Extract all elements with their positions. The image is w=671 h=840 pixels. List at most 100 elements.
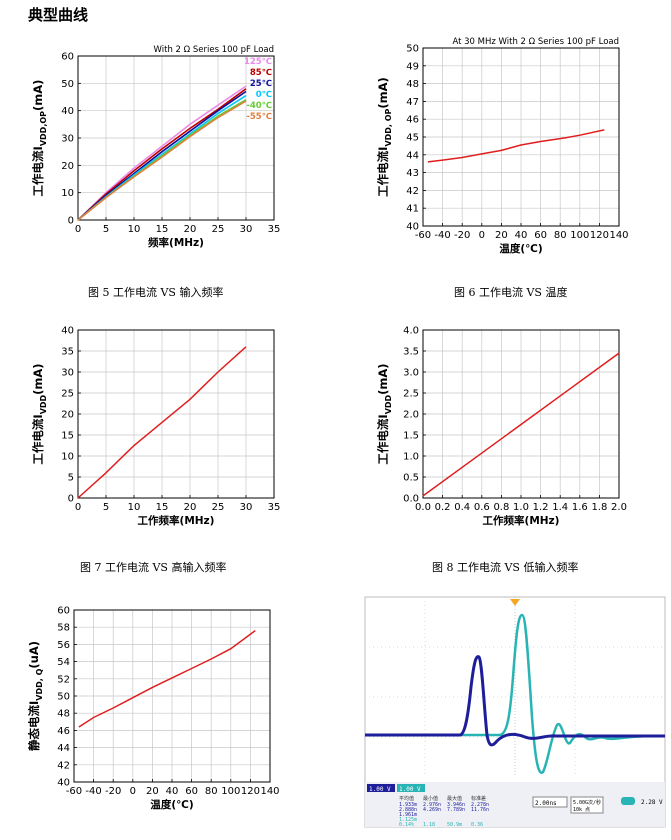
- x-tick-label: 20: [146, 786, 159, 797]
- x-tick-label: 0: [130, 786, 136, 797]
- y-tick-label: 52: [57, 674, 70, 685]
- y-axis-label: 工作电流IVDD(mA): [31, 363, 48, 464]
- y-tick-label: 30: [61, 134, 74, 145]
- y-tick-label: 30: [61, 368, 74, 379]
- x-tick-label: 0.6: [474, 502, 490, 513]
- scope-row-1-mean: 2.888n: [399, 807, 417, 813]
- y-tick-label: 25: [61, 389, 74, 400]
- y-tick-label: 49: [406, 61, 419, 72]
- x-tick-label: 30: [240, 502, 253, 513]
- y-axis-label: 工作电流IVDD, OP(mA): [376, 77, 393, 197]
- scope-record-length: 10k 点: [573, 807, 590, 813]
- scope-trigger-marker: [510, 599, 520, 606]
- y-axis-label-subscript: VDD, OP: [384, 108, 393, 146]
- y-axis-label-main: 静态电流I: [27, 701, 41, 751]
- y-axis-label: 工作电流IVDD(mA): [376, 363, 393, 464]
- x-tick-label: 100: [570, 230, 589, 241]
- y-axis-label-subscript: VDD, Q: [35, 668, 44, 700]
- x-tick-label: 25: [212, 224, 225, 235]
- legend-entry: -55℃: [246, 112, 272, 122]
- y-axis-label-main: 工作电流I: [376, 147, 390, 197]
- x-tick-label: 35: [268, 502, 281, 513]
- x-tick-label: -60: [66, 786, 82, 797]
- scope-ch2-scale: 1.00 V: [399, 786, 421, 793]
- y-tick-label: 40: [406, 222, 419, 233]
- figure-caption-7: 图 7 工作电流 VS 高输入频率: [80, 561, 227, 574]
- scope-header-std: 标准差: [471, 795, 486, 802]
- x-tick-label: 40: [166, 786, 179, 797]
- series-line-0: [427, 129, 605, 163]
- x-tick-label: 60: [534, 230, 547, 241]
- x-tick-label: 0: [75, 224, 81, 235]
- x-tick-label: -40: [85, 786, 101, 797]
- x-axis-label: 工作频率(MHz): [138, 514, 215, 527]
- y-tick-label: 35: [61, 347, 74, 358]
- scope-header-min: 最小值: [423, 795, 438, 802]
- x-tick-label: 20: [184, 502, 197, 513]
- scope-row-3-mean: 1.125m: [399, 817, 417, 823]
- x-tick-label: 2.0: [611, 502, 627, 513]
- y-tick-label: 1.5: [403, 431, 419, 442]
- x-tick-label: 80: [205, 786, 218, 797]
- scope-trigger-level: 2.28 V: [641, 799, 663, 806]
- series-line-0: [77, 346, 247, 499]
- y-axis-label: 工作电流IVDD,OP(mA): [31, 80, 48, 197]
- y-tick-label: 50: [57, 692, 70, 703]
- y-tick-label: 41: [406, 204, 419, 215]
- y-axis-label-unit: (mA): [31, 363, 45, 394]
- y-axis-label-subscript: VDD,OP: [39, 111, 48, 146]
- plot-frame: [73, 609, 271, 783]
- x-tick-label: -40: [434, 230, 450, 241]
- y-tick-label: 46: [57, 726, 70, 737]
- x-tick-label: 15: [156, 502, 169, 513]
- legend-entry: 0℃: [256, 90, 272, 100]
- y-tick-label: 20: [61, 161, 74, 172]
- series-line-0: [78, 629, 256, 728]
- x-tick-label: 1.4: [552, 502, 568, 513]
- x-tick-label: 40: [515, 230, 528, 241]
- x-tick-label: 0.8: [493, 502, 509, 513]
- y-tick-label: 56: [57, 640, 70, 651]
- scope-header-mean: 平均值: [399, 795, 414, 802]
- scope-row-0-std: 2.278n: [471, 802, 489, 808]
- scope-sample-rate: 5.00G次/秒: [573, 799, 601, 806]
- y-tick-label: 20: [61, 410, 74, 421]
- y-tick-label: 45: [406, 133, 419, 144]
- y-axis-label-main: 工作电流I: [31, 414, 45, 464]
- series-line-2: [77, 90, 247, 221]
- series-line-0: [77, 85, 247, 221]
- x-tick-label: 30: [240, 224, 253, 235]
- scope-row-0-mean: 1.933m: [399, 802, 417, 808]
- y-axis-label-unit: (uA): [27, 641, 41, 669]
- y-tick-label: 47: [406, 97, 419, 108]
- scope-row-0-max: 3.946n: [447, 802, 465, 808]
- scope-header-max: 最大值: [447, 795, 462, 802]
- series-line-5: [77, 100, 247, 221]
- y-tick-label: 40: [61, 106, 74, 117]
- x-tick-label: 35: [268, 224, 281, 235]
- scope-grid: [365, 597, 665, 777]
- x-axis-label: 温度(℃): [499, 242, 542, 255]
- x-tick-label: 140: [260, 786, 279, 797]
- scope-channel-2-waveform: [365, 613, 666, 774]
- plot-frame: [422, 47, 620, 227]
- y-tick-label: 48: [406, 79, 419, 90]
- y-tick-label: 2.5: [403, 389, 419, 400]
- scope-row-1-min: 4.269n: [423, 807, 441, 813]
- x-tick-label: 120: [590, 230, 609, 241]
- x-tick-label: 120: [241, 786, 260, 797]
- x-axis-label: 温度(℃): [150, 798, 193, 811]
- x-tick-label: 10: [128, 502, 141, 513]
- y-tick-label: 60: [57, 606, 70, 617]
- scope-row-4-min: 1.18: [423, 822, 435, 828]
- chart-panel-current-vs-frequency: 0 5 10 15 20 25 30 35 0 10 20 30 40 50 60 With 2 Ω Seri…: [8, 36, 308, 266]
- scope-row-0-min: 2.976n: [423, 802, 441, 808]
- y-tick-label: 46: [406, 115, 419, 126]
- x-tick-label: 140: [609, 230, 628, 241]
- x-tick-label: 1.6: [572, 502, 588, 513]
- y-tick-label: 54: [57, 657, 70, 668]
- y-tick-label: 43: [406, 168, 419, 179]
- x-tick-label: 0: [479, 230, 485, 241]
- y-tick-label: 2.0: [403, 410, 419, 421]
- x-tick-label: 25: [212, 502, 225, 513]
